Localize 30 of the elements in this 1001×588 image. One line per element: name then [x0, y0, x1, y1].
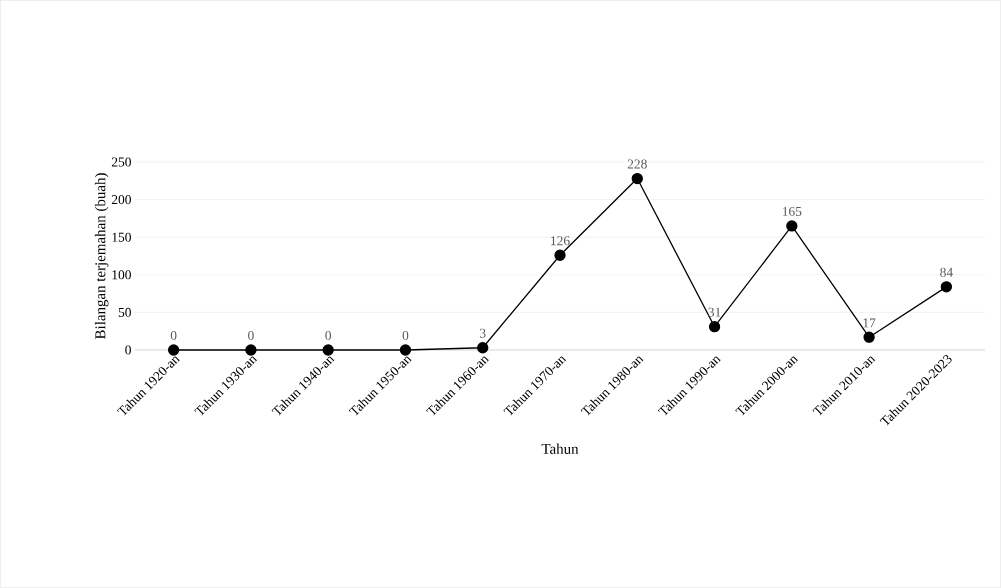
point	[554, 249, 566, 261]
data-label: 0	[402, 330, 409, 341]
data-label: 3	[480, 328, 486, 338]
point	[399, 344, 412, 356]
point	[708, 321, 721, 333]
data-label: 126	[551, 236, 570, 246]
point	[167, 344, 180, 356]
data-label: 0	[248, 330, 254, 341]
point	[863, 331, 875, 343]
data-label: 0	[170, 330, 177, 341]
y-tick-label: 150	[112, 232, 131, 242]
y-axis-title: Bilangan terjemahan (buah)	[94, 173, 109, 339]
y-tick-label: 50	[118, 307, 131, 317]
data-label: 165	[782, 206, 802, 216]
point	[322, 344, 334, 356]
data-label: 228	[627, 159, 647, 169]
data-label: 84	[940, 267, 953, 277]
y-tick-label: 250	[111, 157, 131, 167]
point	[245, 344, 257, 356]
data-label: 31	[708, 307, 721, 317]
data-label: 17	[863, 318, 876, 328]
point	[786, 220, 798, 232]
y-tick-label: 100	[112, 270, 131, 280]
y-tick-label: 0	[125, 345, 131, 355]
data-label: 0	[325, 330, 332, 341]
point	[631, 172, 643, 185]
point	[940, 281, 953, 293]
x-axis-title: Tahun	[541, 443, 579, 454]
y-tick-label: 200	[111, 195, 131, 205]
point	[477, 342, 489, 354]
